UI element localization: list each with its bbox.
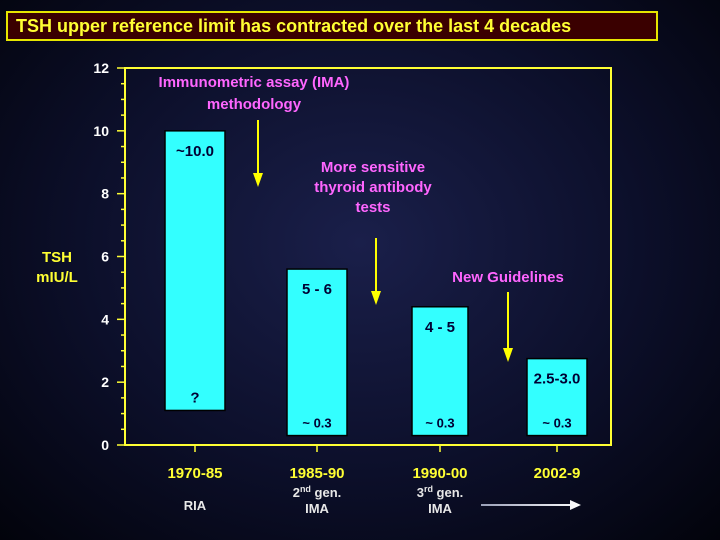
y-axis-label-line-1: TSH — [42, 249, 72, 266]
bar-lower-label: ? — [190, 389, 199, 406]
bar-range-label: ~10.0 — [176, 143, 214, 160]
y-tick-label: 8 — [101, 186, 109, 202]
x-category-label: 1990-00 — [412, 465, 467, 482]
annotation-arrow-head — [253, 173, 263, 187]
y-tick-label: 0 — [101, 437, 109, 453]
y-tick-label: 6 — [101, 249, 109, 265]
method-label: IMA — [305, 501, 329, 516]
y-tick-label: 10 — [93, 123, 109, 139]
bar-lower-label: ~ 0.3 — [425, 416, 454, 431]
x-category-label: 2002-9 — [534, 465, 581, 482]
bar-lower-label: ~ 0.3 — [542, 416, 571, 431]
bar-range-label: 4 - 5 — [425, 319, 455, 336]
annotation-text: New Guidelines — [452, 269, 564, 286]
method-label: 3rd gen. — [417, 484, 464, 500]
y-tick-label: 2 — [101, 374, 109, 390]
annotation-text: methodology — [207, 96, 302, 113]
bar — [526, 357, 588, 437]
y-axis-label-line-2: mIU/L — [36, 269, 78, 286]
y-tick-label: 4 — [101, 311, 109, 327]
bar-range-label: 5 - 6 — [302, 281, 332, 298]
annotation-text: More sensitive — [321, 159, 425, 176]
annotation-arrow-head — [371, 291, 381, 305]
bar-lower-label: ~ 0.3 — [302, 416, 331, 431]
annotation-text: Immunometric assay (IMA) — [159, 74, 350, 91]
annotation-arrow-head — [503, 348, 513, 362]
future-trend-arrow — [481, 500, 581, 510]
annotation-text: tests — [355, 199, 390, 216]
bar — [411, 306, 469, 437]
method-label: RIA — [184, 498, 207, 513]
y-tick-label: 12 — [93, 60, 109, 76]
bar — [164, 130, 226, 412]
chart-title: TSH upper reference limit has contracted… — [6, 11, 658, 41]
method-label: 2nd gen. — [293, 484, 342, 500]
x-category-label: 1970-85 — [167, 465, 222, 482]
annotation-text: thyroid antibody — [314, 179, 432, 196]
bar-range-label: 2.5-3.0 — [534, 371, 581, 388]
bar — [286, 268, 348, 437]
method-label: IMA — [428, 501, 452, 516]
x-category-label: 1985-90 — [289, 465, 344, 482]
